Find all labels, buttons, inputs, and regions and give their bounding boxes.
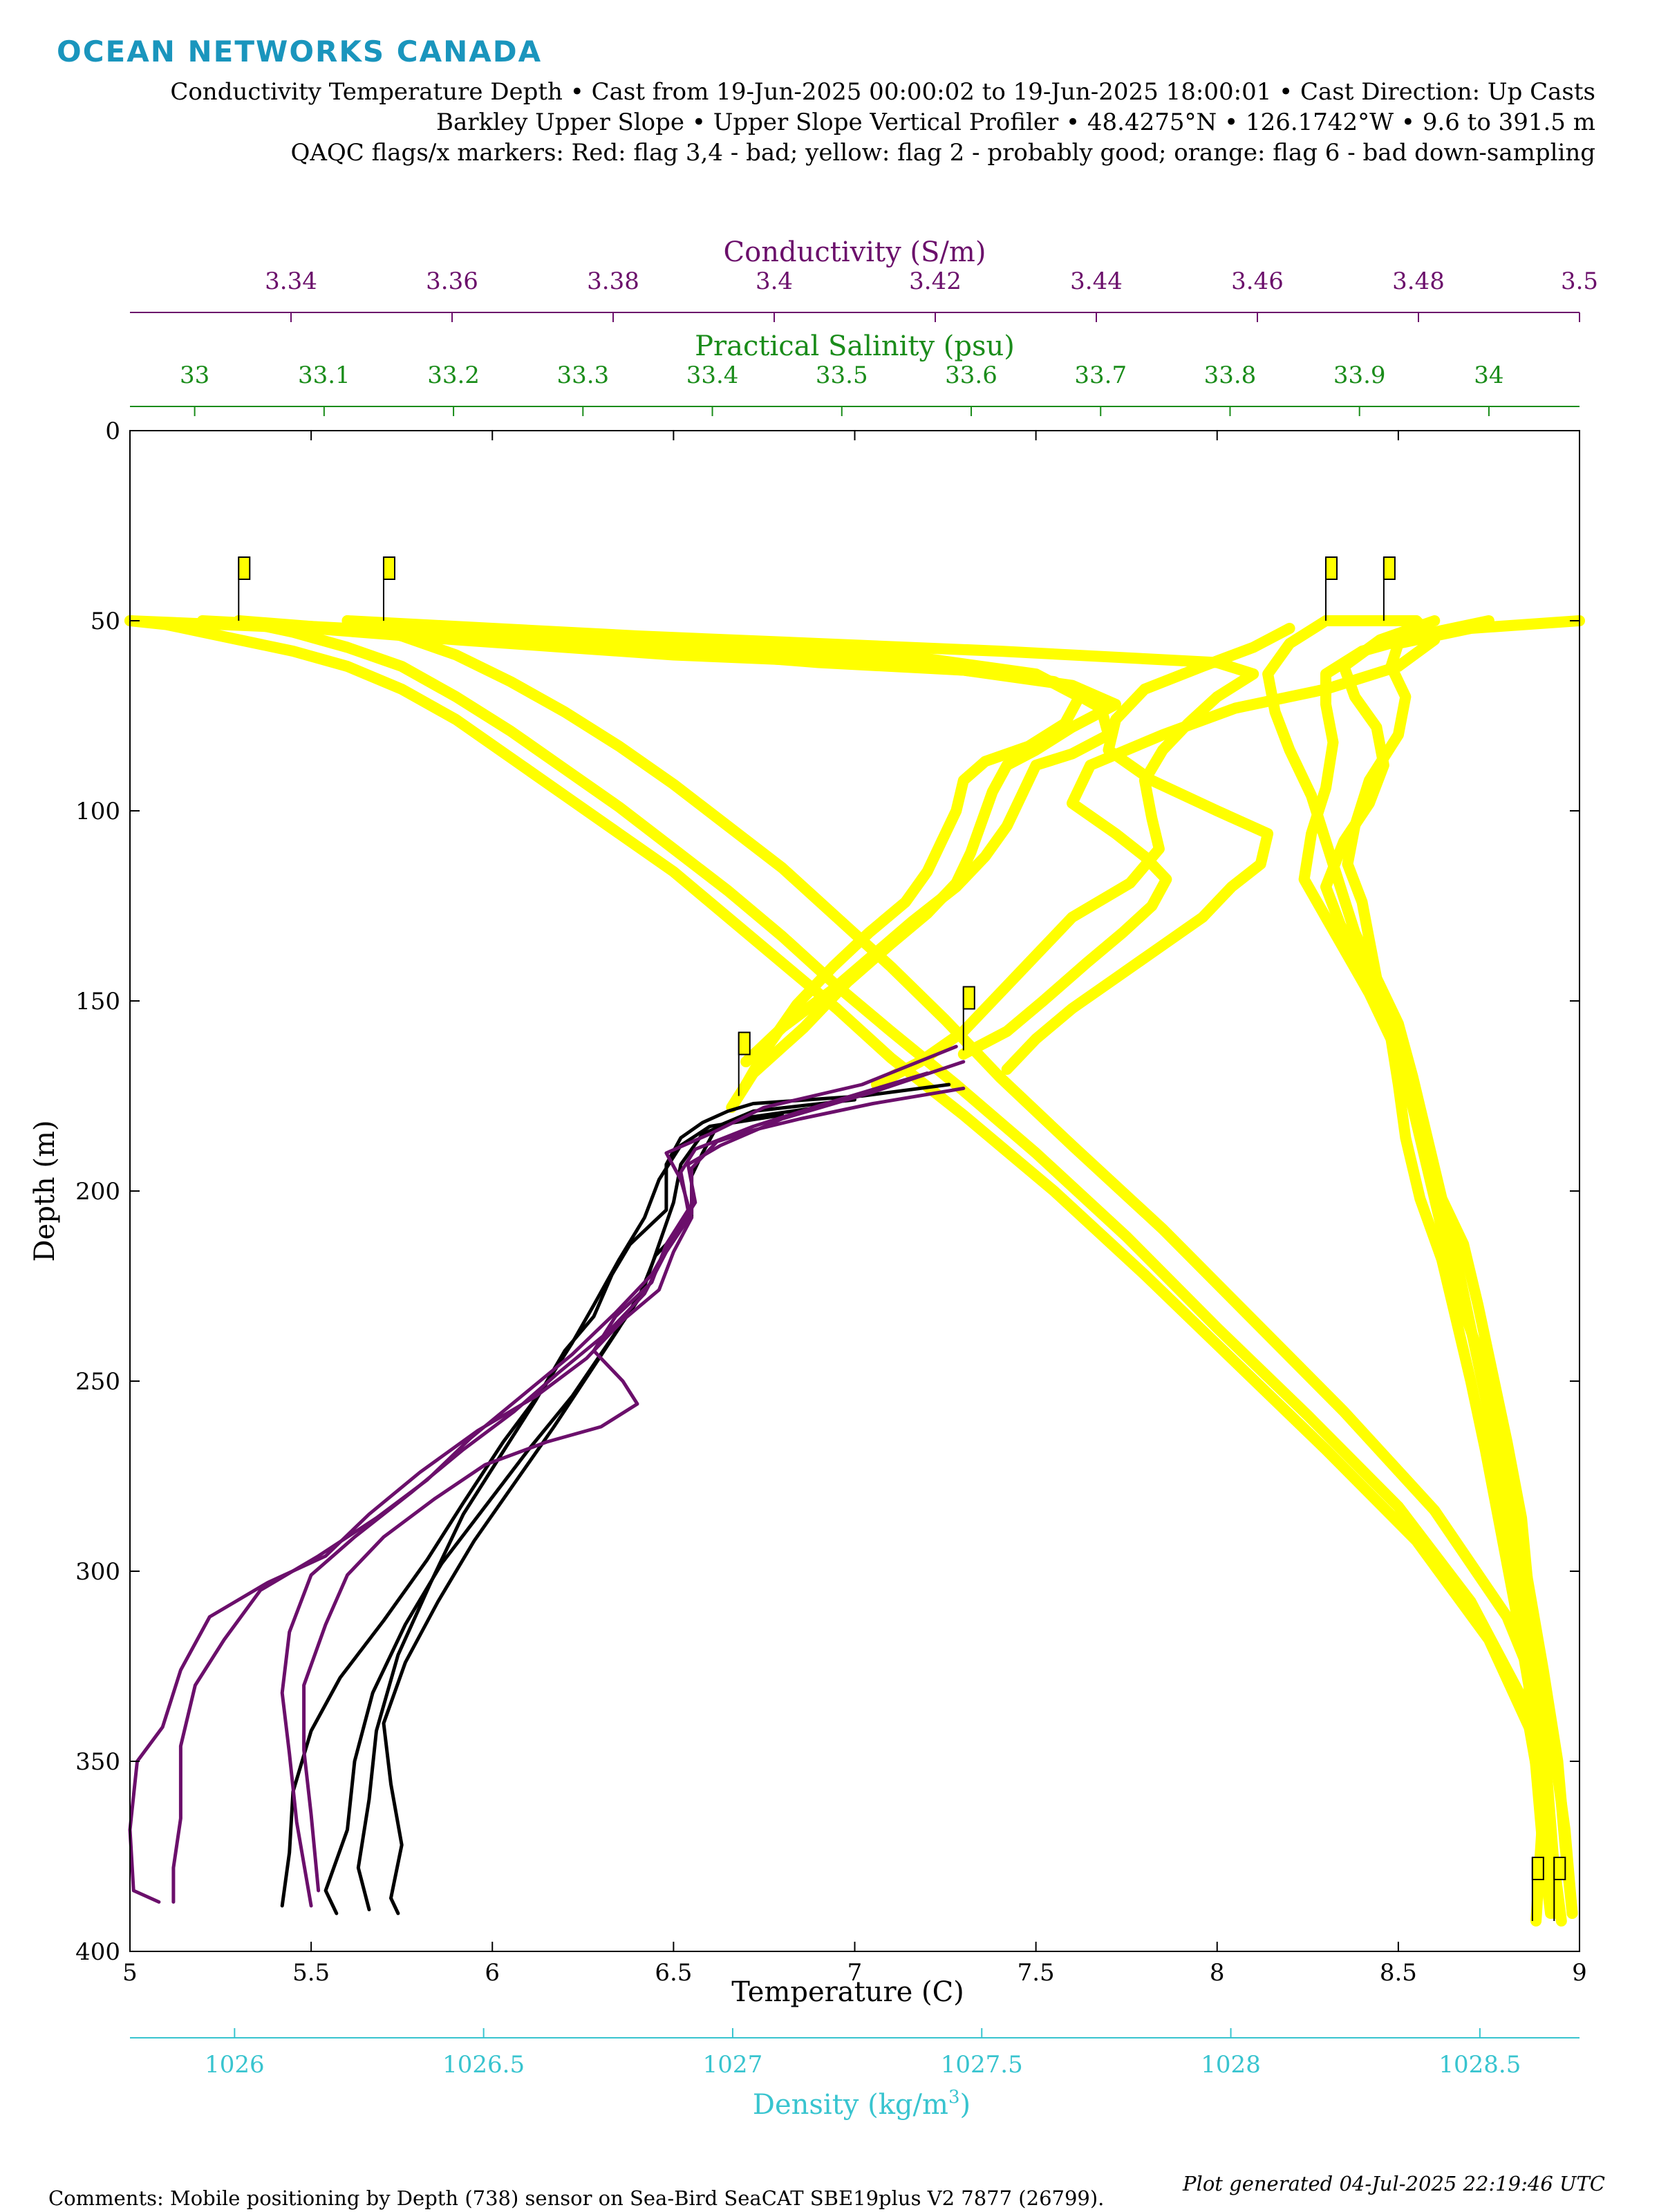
salinity-tick-label: 33.4 xyxy=(686,362,739,389)
header-line-2: Barkley Upper Slope • Upper Slope Vertic… xyxy=(436,109,1595,136)
salinity-tick-label: 33.1 xyxy=(298,362,350,389)
salinity-series-line xyxy=(341,615,1578,1919)
conductivity-axis-title: Conductivity (S/m) xyxy=(724,236,986,268)
qaqc-flag-marker xyxy=(962,986,975,1010)
salinity-tick-label: 33.5 xyxy=(816,362,868,389)
comments: Comments: Mobile positioning by Depth (7… xyxy=(48,2186,1105,2210)
temperature-series-line xyxy=(196,615,1085,1090)
salinity-axis-title: Practical Salinity (psu) xyxy=(695,330,1015,362)
depth-tick-label: 300 xyxy=(75,1558,120,1586)
conductivity-tick-label: 3.48 xyxy=(1392,268,1445,295)
conductivity-tick-label: 3.34 xyxy=(265,268,317,295)
density-tick-label: 1027 xyxy=(703,2051,763,2079)
temperature-series-line xyxy=(957,615,1441,1060)
ocean-networks-canada-logo: OCEAN NETWORKS CANADA xyxy=(57,35,543,68)
temperature-series-line xyxy=(341,615,1259,1090)
conductivity-tick-label: 3.42 xyxy=(909,268,962,295)
depth-axis-title: Depth (m) xyxy=(29,1120,61,1262)
density-series-line xyxy=(1320,615,1578,1919)
qaqc-flag-marker xyxy=(382,556,395,580)
temperature-tick-label: 6 xyxy=(485,1959,500,1987)
series-layer xyxy=(124,556,1585,1927)
qaqc-flag-marker xyxy=(1553,1857,1566,1880)
conductivity-tick-label: 3.5 xyxy=(1561,268,1598,295)
salinity-tick-label: 33.2 xyxy=(427,362,480,389)
temperature-tick-label: 9 xyxy=(1572,1959,1587,1987)
temperature-tick-label: 8 xyxy=(1210,1959,1225,1987)
depth-tick-label: 250 xyxy=(75,1368,120,1396)
temperature-series-line xyxy=(382,1105,821,1915)
density-axis-title: Density (kg/m3) xyxy=(753,2087,971,2121)
density-tick-label: 1028.5 xyxy=(1438,2051,1521,2079)
conductivity-series-line xyxy=(302,1071,929,1893)
qaqc-flag-marker xyxy=(238,556,251,580)
density-tick-label: 1026 xyxy=(205,2051,265,2079)
header-line-1: Conductivity Temperature Depth • Cast fr… xyxy=(170,78,1595,106)
temperature-tick-label: 7 xyxy=(847,1959,863,1987)
temperature-tick-label: 8.5 xyxy=(1380,1959,1417,1987)
conductivity-series-line xyxy=(280,1087,966,1908)
conductivity-tick-label: 3.38 xyxy=(587,268,639,295)
qaqc-flag-marker xyxy=(1382,556,1396,580)
density-series-line xyxy=(1298,615,1557,1919)
depth-tick-label: 350 xyxy=(75,1748,120,1776)
axes-layer: 0 50 100 150 200 250 300 350 400 Depth (m) 5 5.5 6 6.… xyxy=(29,236,1598,2121)
density-tick-label: 1026.5 xyxy=(442,2051,525,2079)
conductivity-tick-label: 3.44 xyxy=(1070,268,1123,295)
temperature-series-line xyxy=(356,1082,951,1911)
temperature-series-line xyxy=(324,1098,856,1915)
conductivity-tick-label: 3.46 xyxy=(1231,268,1284,295)
depth-tick-label: 0 xyxy=(105,418,120,445)
conductivity-series-line xyxy=(128,1044,958,1904)
qaqc-flag-marker xyxy=(738,1031,751,1056)
depth-tick-label: 150 xyxy=(75,988,120,1015)
temperature-tick-label: 7.5 xyxy=(1018,1959,1055,1987)
temperature-tick-label: 6.5 xyxy=(655,1959,692,1987)
salinity-tick-label: 34 xyxy=(1474,362,1503,389)
conductivity-tick-label: 3.36 xyxy=(426,268,478,295)
salinity-tick-label: 33.9 xyxy=(1333,362,1386,389)
density-tick-label: 1027.5 xyxy=(941,2051,1023,2079)
density-tick-label: 1028 xyxy=(1201,2051,1261,2079)
temperature-axis-title: Temperature (C) xyxy=(731,1976,964,2008)
depth-tick-label: 400 xyxy=(75,1938,120,1966)
temperature-tick-label: 5 xyxy=(122,1959,138,1987)
salinity-series-line xyxy=(124,615,1567,1927)
salinity-series-line xyxy=(233,615,1549,1927)
salinity-tick-label: 33 xyxy=(180,362,209,389)
plot-generated-timestamp: Plot generated 04-Jul-2025 22:19:46 UTC xyxy=(1183,2172,1605,2195)
density-series-line xyxy=(1262,615,1564,1919)
depth-tick-label: 200 xyxy=(75,1178,120,1206)
depth-tick-label: 50 xyxy=(91,608,120,635)
temperature-tick-label: 5.5 xyxy=(292,1959,330,1987)
qaqc-flag-marker xyxy=(1531,1857,1544,1880)
salinity-tick-label: 33.3 xyxy=(556,362,609,389)
salinity-tick-label: 33.8 xyxy=(1204,362,1257,389)
depth-tick-label: 100 xyxy=(75,798,120,825)
header-line-3: QAQC flags/x markers: Red: flag 3,4 - ba… xyxy=(290,139,1595,167)
temperature-series-line xyxy=(1001,623,1295,1075)
temperature-series-line xyxy=(280,1113,785,1908)
conductivity-tick-label: 3.4 xyxy=(756,268,793,295)
qaqc-flag-marker xyxy=(1325,556,1338,580)
salinity-tick-label: 33.6 xyxy=(945,362,997,389)
salinity-tick-label: 33.7 xyxy=(1074,362,1127,389)
